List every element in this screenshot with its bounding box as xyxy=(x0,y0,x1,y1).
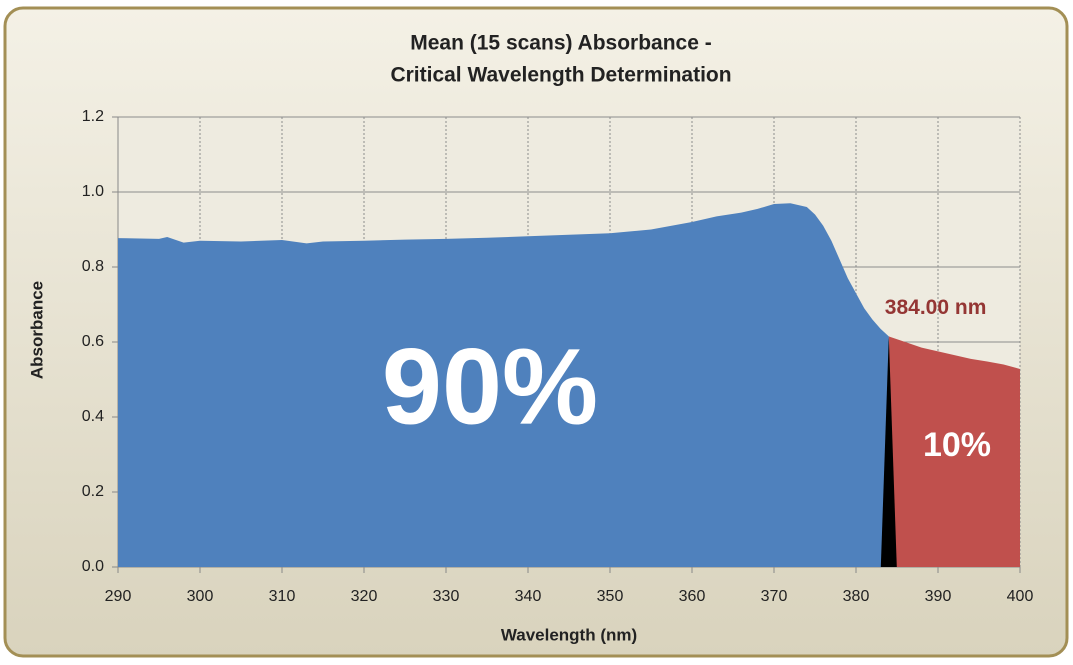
x-tick-label: 380 xyxy=(843,588,870,605)
y-axis-label: Absorbance xyxy=(27,281,46,379)
x-tick-label: 290 xyxy=(105,588,132,605)
x-tick-label: 370 xyxy=(761,588,788,605)
x-tick-label: 310 xyxy=(269,588,296,605)
marks xyxy=(118,203,1020,567)
x-tick-label: 340 xyxy=(515,588,542,605)
x-tick-label: 320 xyxy=(351,588,378,605)
y-tick-label: 0.0 xyxy=(82,558,104,575)
critical-wavelength-label: 384.00 nm xyxy=(885,296,987,319)
x-tick-label: 350 xyxy=(597,588,624,605)
critical-wavelength-marker xyxy=(880,336,897,567)
x-tick-label: 330 xyxy=(433,588,460,605)
y-tick-label: 0.6 xyxy=(82,333,104,350)
x-tick-label: 400 xyxy=(1007,588,1034,605)
x-tick-label: 390 xyxy=(925,588,952,605)
area xyxy=(118,203,889,567)
area xyxy=(888,336,1020,567)
x-tick-label: 360 xyxy=(679,588,706,605)
annotation: 10% xyxy=(923,426,991,464)
chart-title: Mean (15 scans) Absorbance - xyxy=(410,32,712,55)
labels: 0.0 0.2 0.4 0.6 0.8 1.0 1.2 290 300 310 320 330 340 3… xyxy=(82,108,1034,605)
chart-title: Critical Wavelength Determination xyxy=(390,64,731,87)
y-tick-label: 0.2 xyxy=(82,483,104,500)
y-tick-label: 1.0 xyxy=(82,183,104,200)
x-axis-label: Wavelength (nm) xyxy=(501,625,637,644)
annotation: 90% xyxy=(382,326,598,447)
x-tick-label: 300 xyxy=(187,588,214,605)
y-tick-label: 0.8 xyxy=(82,258,104,275)
y-tick-label: 1.2 xyxy=(82,108,104,125)
y-tick-label: 0.4 xyxy=(82,408,104,425)
